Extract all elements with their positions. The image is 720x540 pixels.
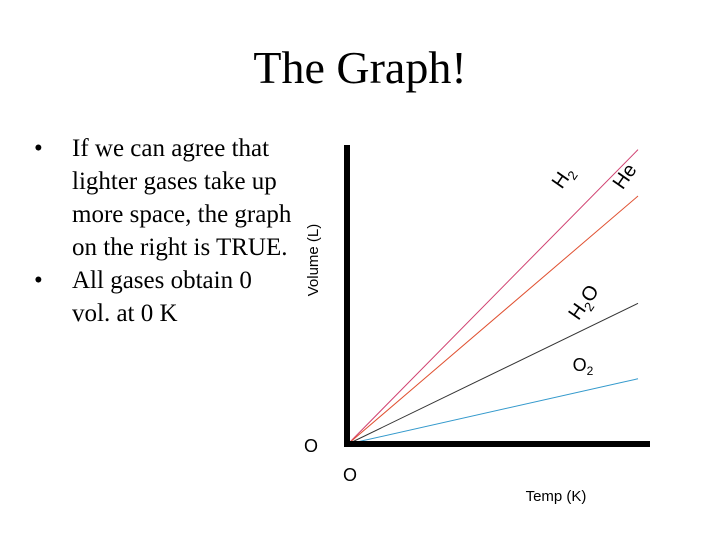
y-axis-label: Volume (L) <box>305 224 322 297</box>
h2o-line-label: H2O <box>564 281 606 326</box>
o2-line-label: O2 <box>573 355 594 378</box>
he-line <box>347 195 639 445</box>
h2-line <box>347 149 639 445</box>
bullet-item: If we can agree that lighter gases take … <box>32 132 294 264</box>
gas-lines <box>347 149 639 445</box>
bullet-list: If we can agree that lighter gases take … <box>32 132 294 330</box>
y-origin-label: O <box>304 436 318 456</box>
o2-line <box>347 378 639 445</box>
x-axis-label: Temp (K) <box>526 488 587 505</box>
bullet-item: All gases obtain 0 vol. at 0 K <box>32 264 294 330</box>
slide-title: The Graph! <box>253 42 467 93</box>
h2-line-label: H2 <box>548 162 581 194</box>
x-origin-label: O <box>343 465 357 485</box>
he-line-label: He <box>609 160 642 194</box>
h2o-line <box>347 302 639 445</box>
